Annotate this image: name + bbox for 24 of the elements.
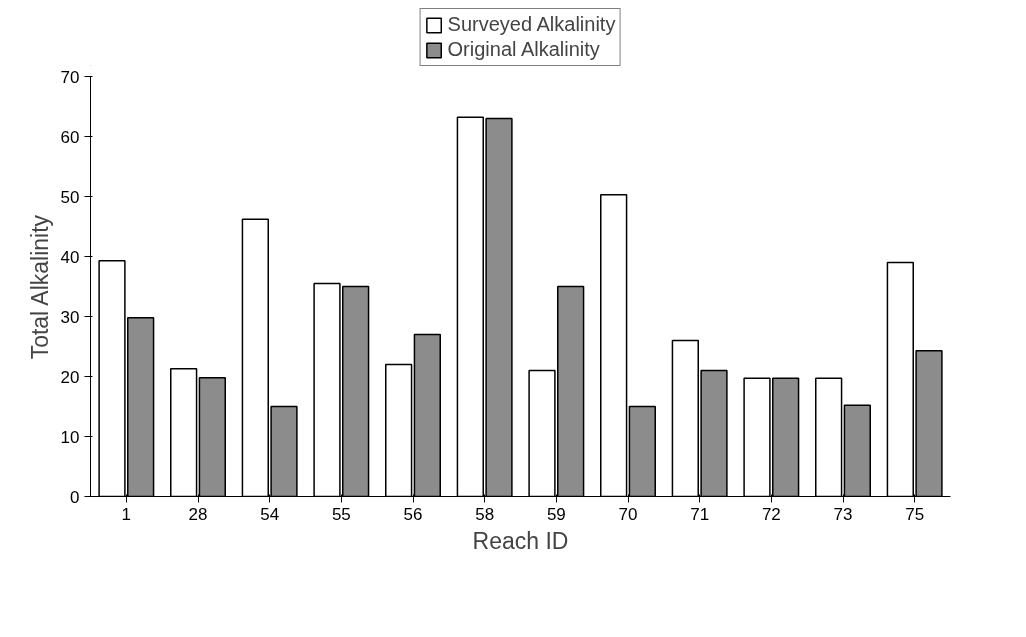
x-tick-label: 72	[761, 504, 781, 524]
y-tick-label: 60	[60, 127, 80, 147]
x-tick-label: 55	[331, 504, 351, 524]
y-tick-label: 0	[70, 487, 80, 507]
x-tick-label: 73	[833, 504, 853, 524]
x-tick-label: 1	[121, 504, 132, 524]
x-axis-title: Reach ID	[472, 527, 569, 554]
x-tick-label: 75	[905, 504, 925, 524]
x-tick-label: 28	[188, 504, 208, 524]
y-axis-title: Total Alkalinity	[26, 214, 53, 360]
y-tick-label: 10	[60, 427, 80, 447]
y-tick-label: 40	[60, 247, 80, 267]
legend-label: Original Alkalinity	[447, 38, 600, 61]
x-tick-label: 70	[618, 504, 638, 524]
legend-label: Surveyed Alkalinity	[447, 13, 616, 36]
y-tick-label: 30	[60, 307, 80, 327]
y-tick-label: 70	[60, 67, 80, 87]
x-tick-label: 58	[475, 504, 495, 524]
x-tick-label: 59	[546, 504, 566, 524]
x-tick-label: 54	[260, 504, 280, 524]
x-tick-label: 56	[403, 504, 423, 524]
y-tick-label: 50	[60, 187, 80, 207]
x-tick-label: 71	[690, 504, 710, 524]
y-tick-label: 20	[60, 367, 80, 387]
